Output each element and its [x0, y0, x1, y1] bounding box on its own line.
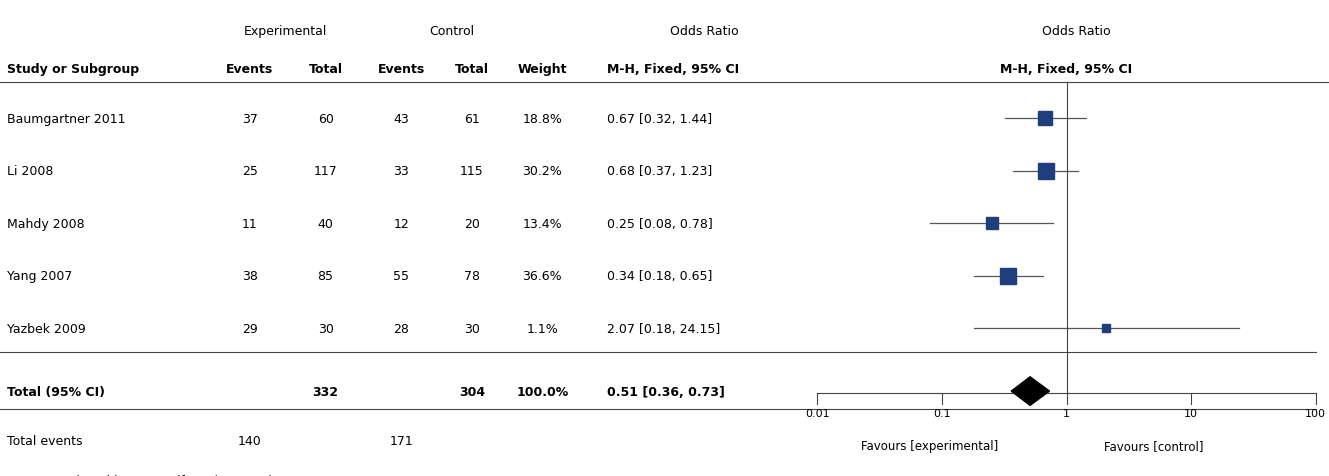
- Text: Events: Events: [377, 62, 425, 76]
- Text: 0.68 [0.37, 1.23]: 0.68 [0.37, 1.23]: [607, 165, 712, 178]
- Text: M-H, Fixed, 95% CI: M-H, Fixed, 95% CI: [607, 62, 739, 76]
- Text: 40: 40: [318, 217, 334, 230]
- Text: Yang 2007: Yang 2007: [7, 269, 72, 283]
- Text: 332: 332: [312, 385, 339, 398]
- Text: Odds Ratio: Odds Ratio: [670, 24, 739, 38]
- Text: 25: 25: [242, 165, 258, 178]
- Text: 0.1: 0.1: [933, 408, 950, 418]
- Text: 115: 115: [460, 165, 484, 178]
- Text: 0.01: 0.01: [805, 408, 829, 418]
- Text: Odds Ratio: Odds Ratio: [1042, 24, 1111, 38]
- Text: 38: 38: [242, 269, 258, 283]
- Text: 0.51 [0.36, 0.73]: 0.51 [0.36, 0.73]: [607, 385, 726, 398]
- Text: 10: 10: [1184, 408, 1199, 418]
- Text: 33: 33: [393, 165, 409, 178]
- Text: 55: 55: [393, 269, 409, 283]
- Text: 30: 30: [464, 322, 480, 335]
- Text: Study or Subgroup: Study or Subgroup: [7, 62, 138, 76]
- Text: 100.0%: 100.0%: [516, 385, 569, 398]
- Text: Total: Total: [308, 62, 343, 76]
- Text: 2.07 [0.18, 24.15]: 2.07 [0.18, 24.15]: [607, 322, 720, 335]
- Text: 12: 12: [393, 217, 409, 230]
- Text: 36.6%: 36.6%: [522, 269, 562, 283]
- Text: 304: 304: [459, 385, 485, 398]
- Text: 85: 85: [318, 269, 334, 283]
- Text: 30.2%: 30.2%: [522, 165, 562, 178]
- Text: 100: 100: [1305, 408, 1326, 418]
- Text: M-H, Fixed, 95% CI: M-H, Fixed, 95% CI: [1001, 62, 1132, 76]
- Text: Baumgartner 2011: Baumgartner 2011: [7, 112, 125, 126]
- Text: 13.4%: 13.4%: [522, 217, 562, 230]
- Text: 0.67 [0.32, 1.44]: 0.67 [0.32, 1.44]: [607, 112, 712, 126]
- Text: 140: 140: [238, 435, 262, 447]
- Text: 78: 78: [464, 269, 480, 283]
- Text: 61: 61: [464, 112, 480, 126]
- Text: Total (95% CI): Total (95% CI): [7, 385, 105, 398]
- Text: 1.1%: 1.1%: [526, 322, 558, 335]
- Text: Weight: Weight: [517, 62, 567, 76]
- Polygon shape: [1011, 377, 1050, 406]
- Text: 37: 37: [242, 112, 258, 126]
- Text: Total events: Total events: [7, 435, 82, 447]
- Text: 117: 117: [314, 165, 338, 178]
- Text: 1: 1: [1063, 408, 1070, 418]
- Text: Experimental: Experimental: [245, 24, 327, 38]
- Text: 20: 20: [464, 217, 480, 230]
- Text: Favours [control]: Favours [control]: [1104, 439, 1203, 452]
- Text: Events: Events: [226, 62, 274, 76]
- Text: Li 2008: Li 2008: [7, 165, 53, 178]
- Text: 11: 11: [242, 217, 258, 230]
- Text: 30: 30: [318, 322, 334, 335]
- Text: 0.25 [0.08, 0.78]: 0.25 [0.08, 0.78]: [607, 217, 714, 230]
- Text: Control: Control: [429, 24, 474, 38]
- Text: 60: 60: [318, 112, 334, 126]
- Text: Total: Total: [455, 62, 489, 76]
- Text: Favours [experimental]: Favours [experimental]: [861, 439, 998, 452]
- Text: 18.8%: 18.8%: [522, 112, 562, 126]
- Text: 0.34 [0.18, 0.65]: 0.34 [0.18, 0.65]: [607, 269, 712, 283]
- Text: 43: 43: [393, 112, 409, 126]
- Text: Mahdy 2008: Mahdy 2008: [7, 217, 84, 230]
- Text: Heterogeneity: Chi² = 5.63, df = 4 (P = 0.23); I² = 29%: Heterogeneity: Chi² = 5.63, df = 4 (P = …: [7, 474, 332, 476]
- Text: 28: 28: [393, 322, 409, 335]
- Text: Yazbek 2009: Yazbek 2009: [7, 322, 85, 335]
- Text: 29: 29: [242, 322, 258, 335]
- Text: 171: 171: [389, 435, 413, 447]
